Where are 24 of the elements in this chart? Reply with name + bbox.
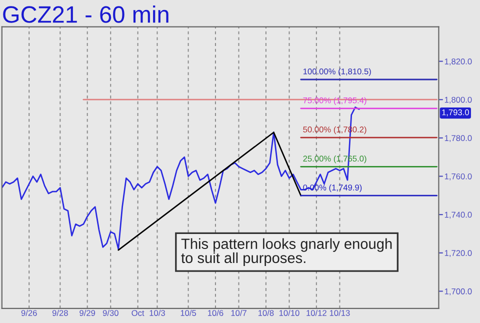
y-tick-label: 1,760.0 [444, 173, 472, 180]
y-tick-label: 1,740.0 [444, 212, 472, 219]
x-tick-label: 10/7 [231, 310, 246, 316]
y-tick-label: 1,800.0 [444, 96, 472, 104]
y-tick-label: 1,700.0 [444, 288, 472, 296]
y-tick-label: 1,780.0 [444, 135, 472, 142]
y-tick-label: 1,820.0 [444, 58, 472, 66]
x-tick-label: 10/10 [279, 310, 300, 316]
x-tick-label: 9/28 [52, 310, 68, 316]
annotation: 1,793.0 [442, 109, 469, 116]
annotation: 100.00% (1,810.5) [303, 68, 371, 76]
x-tick-label: 10/6 [208, 310, 224, 316]
x-tick-label: 10/13 [330, 310, 350, 316]
x-tick-label: 9/29 [80, 310, 96, 316]
x-tick-label: Oct [132, 310, 144, 316]
x-tick-label: 10/12 [306, 310, 326, 316]
chart-title: GCZ21 - 60 min [3, 6, 168, 23]
x-tick-label: 9/26 [21, 310, 37, 316]
x-tick-label: 10/8 [258, 310, 274, 316]
x-tick-label: 9/30 [102, 310, 118, 316]
y-tick-label: 1,720.0 [444, 250, 472, 257]
x-tick-label: 10/3 [150, 310, 165, 316]
x-tick-label: 10/5 [180, 310, 196, 316]
annotation: This pattern looks gnarly enough to suit all purposes. [181, 238, 392, 266]
